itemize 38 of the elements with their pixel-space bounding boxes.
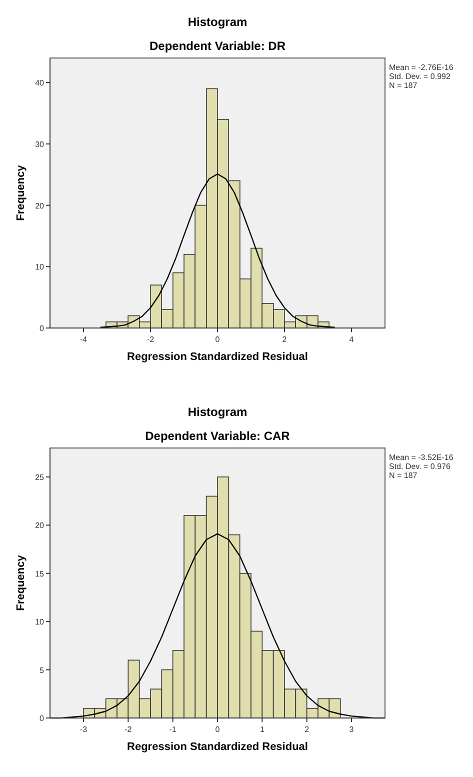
chart-title: Histogram	[188, 15, 248, 29]
text: Std. Dev. = 0.992	[389, 72, 451, 81]
text: N = 187	[389, 471, 418, 480]
x-tick-label: 0	[215, 335, 220, 344]
x-tick-label: -2	[146, 335, 155, 344]
x-tick-label: 2	[304, 725, 310, 734]
x-tick-label: -3	[80, 725, 88, 734]
x-tick-label: -2	[124, 725, 132, 734]
text: N = 187	[389, 81, 418, 90]
y-tick-label: 10	[35, 618, 45, 627]
x-tick-label: -4	[80, 335, 88, 344]
chart-subtitle: Dependent Variable: DR	[149, 39, 286, 53]
line-series	[100, 173, 336, 328]
x-tick-label: 1	[260, 725, 265, 734]
x-axis-title: Regression Standardized Residual	[127, 741, 308, 753]
y-tick-label: 15	[35, 569, 45, 578]
y-tick-label: 10	[35, 262, 45, 272]
x-axis-title: Regression Standardized Residual	[127, 351, 308, 363]
y-tick-label: 20	[35, 521, 45, 530]
y-tick-label: 25	[35, 472, 45, 482]
x-tick-label: 2	[282, 335, 288, 344]
text: Std. Dev. = 0.976	[389, 462, 451, 471]
y-tick-label: 20	[35, 201, 45, 210]
text: Mean = -2.76E-16	[389, 63, 454, 72]
x-tick-label: 4	[349, 335, 354, 344]
y-tick-label: 30	[35, 140, 45, 149]
x-tick-label: 0	[215, 725, 220, 734]
y-axis-title: Frequency	[15, 164, 27, 221]
chart-subtitle: Dependent Variable: CAR	[145, 429, 290, 443]
y-tick-label: 0	[40, 324, 45, 333]
y-axis-title: Frequency	[15, 554, 27, 611]
x-tick-label: -1	[169, 725, 177, 734]
y-tick-label: 5	[40, 666, 45, 675]
chart-title: Histogram	[188, 405, 248, 419]
y-tick-label: 40	[35, 78, 45, 88]
y-tick-label: 0	[40, 714, 45, 723]
text: Mean = -3.52E-16	[389, 453, 454, 462]
x-tick-label: 3	[349, 725, 354, 734]
